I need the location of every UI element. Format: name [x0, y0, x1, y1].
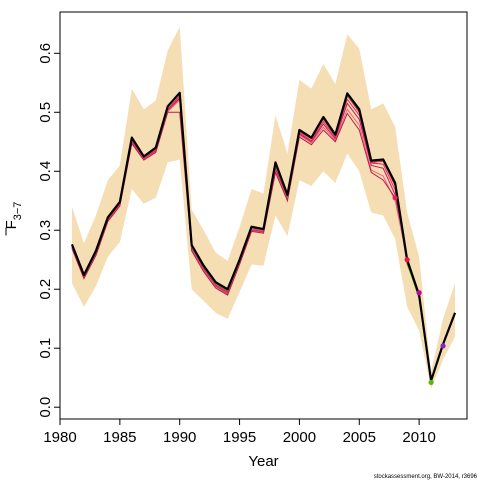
- x-tick-label-1995: 1995: [223, 429, 256, 446]
- y-tick-label-2: 0.2: [37, 279, 54, 300]
- y-axis: 0.0 0.1 0.2 0.3 0.4 0.5 0.6: [37, 43, 60, 418]
- y-axis-title-main: F: [3, 220, 20, 229]
- x-axis-title: Year: [248, 453, 278, 470]
- y-tick-label-6: 0.6: [37, 43, 54, 64]
- series-lines-layer: [70, 91, 457, 383]
- footnote: stockassessment.org, BW-2014, r3696: [374, 474, 478, 480]
- y-tick-label-0: 0.0: [37, 397, 54, 418]
- x-tick-label-1990: 1990: [163, 429, 196, 446]
- x-tick-label-2010: 2010: [402, 429, 435, 446]
- y-axis-title: F3−7: [3, 202, 24, 236]
- terminal-point-2010: [416, 290, 422, 296]
- svg-text:F3−7: F3−7: [3, 202, 24, 230]
- terminal-point-2009: [404, 257, 410, 263]
- terminal-points-layer: [392, 195, 446, 386]
- terminal-point-2008: [392, 195, 398, 201]
- terminal-point-2011: [428, 379, 434, 386]
- y-tick-label-5: 0.5: [37, 102, 54, 123]
- y-axis-title-subscript: 3−7: [12, 202, 24, 221]
- x-tick-label-2000: 2000: [283, 429, 316, 446]
- x-tick-label-1980: 1980: [43, 429, 76, 446]
- plot-frame: [59, 11, 468, 420]
- x-tick-label-2005: 2005: [343, 429, 376, 446]
- y-tick-label-3: 0.3: [37, 220, 54, 241]
- y-tick-label-4: 0.4: [37, 161, 54, 182]
- x-tick-label-1985: 1985: [103, 429, 136, 446]
- terminal-point-2012: [440, 343, 446, 349]
- x-axis: 1980 1985 1990 1995 2000 2005 2010: [43, 419, 436, 446]
- y-tick-label-1: 0.1: [37, 338, 54, 359]
- estimate-line: [70, 91, 457, 382]
